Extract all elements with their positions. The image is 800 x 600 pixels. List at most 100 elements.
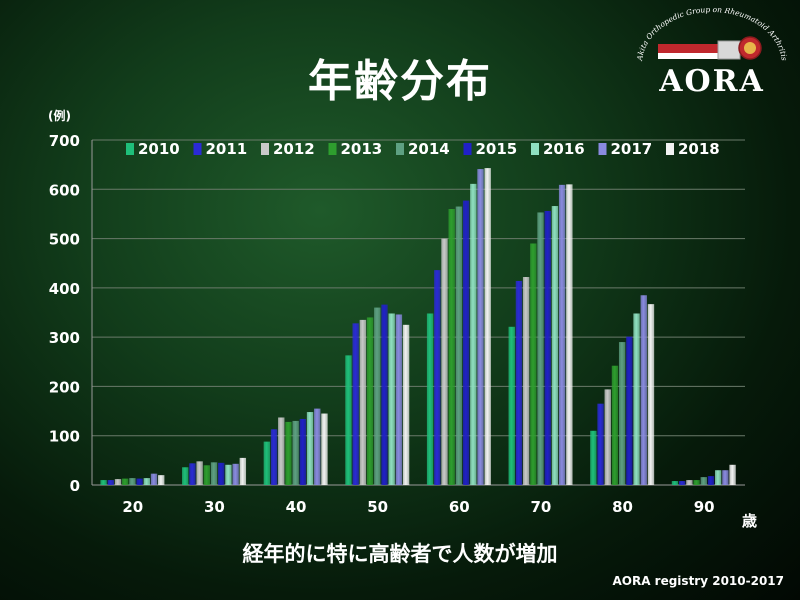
chart-title: 年齢分布 <box>308 56 492 107</box>
bar-2015-60 <box>462 200 470 485</box>
logo-white-band <box>658 53 718 59</box>
bar-2015-40 <box>299 418 307 485</box>
legend-swatch-2014 <box>396 143 404 155</box>
bar-2018-50 <box>402 324 410 485</box>
bar-2017-60 <box>477 169 484 486</box>
legend-swatch-2012 <box>261 143 269 155</box>
legend-swatch-2015 <box>463 143 472 155</box>
legend-swatch-2018 <box>666 143 674 155</box>
x-tick-label: 70 <box>531 498 552 516</box>
logo-emblem: Akita Orthopedic Group on Rheumatoid Art… <box>635 5 789 62</box>
legend-swatch-2016 <box>531 143 539 155</box>
bar-2013-80 <box>611 365 619 485</box>
legend-swatch-2017 <box>598 143 607 155</box>
legend-label-2010: 2010 <box>138 140 180 158</box>
y-axis-unit-label: (例) <box>48 109 71 123</box>
x-tick-label: 40 <box>286 498 307 516</box>
bar-2015-50 <box>381 304 388 485</box>
bar-2012-80 <box>604 389 611 485</box>
bar-2016-40 <box>306 412 314 485</box>
bar-2018-40 <box>321 413 328 485</box>
bar-2015-70 <box>544 210 551 485</box>
bar-2018-90 <box>729 464 736 485</box>
y-tick-label: 300 <box>49 329 80 347</box>
legend-swatch-2010 <box>126 143 134 155</box>
bar-2013-50 <box>366 317 374 485</box>
bar-2010-60 <box>426 313 434 485</box>
bar-2013-20 <box>122 478 129 485</box>
y-tick-label: 200 <box>49 378 80 396</box>
bar-2013-30 <box>203 465 211 485</box>
bar-2012-50 <box>359 319 367 485</box>
y-tick-label: 500 <box>49 231 80 249</box>
bar-2016-60 <box>470 183 477 485</box>
bar-2010-40 <box>263 441 271 485</box>
y-tick-label: 600 <box>49 181 80 199</box>
bar-2013-60 <box>448 209 455 485</box>
bar-2014-60 <box>455 206 463 486</box>
y-tick-label: 400 <box>49 280 80 298</box>
legend-label-2015: 2015 <box>476 140 518 158</box>
bar-2016-20 <box>143 478 151 485</box>
bar-2014-70 <box>537 212 544 485</box>
bar-2017-80 <box>640 295 647 485</box>
logo-name: AORA <box>659 64 765 99</box>
legend-swatch-2011 <box>193 143 202 155</box>
bar-2018-20 <box>158 475 165 485</box>
bar-2011-30 <box>189 463 196 485</box>
bar-2017-30 <box>232 463 239 485</box>
bar-2012-20 <box>114 479 122 485</box>
x-tick-label: 80 <box>612 498 633 516</box>
bar-2011-50 <box>352 323 359 485</box>
legend-label-2012: 2012 <box>273 140 315 158</box>
bar-2016-50 <box>388 313 395 485</box>
bar-2018-60 <box>484 168 491 486</box>
source-note: AORA registry 2010-2017 <box>612 574 784 588</box>
bar-2011-90 <box>678 481 686 485</box>
legend-label-2016: 2016 <box>543 140 585 158</box>
bar-2010-20 <box>100 480 107 485</box>
legend-label-2014: 2014 <box>408 140 450 158</box>
legend-swatch-2013 <box>328 143 337 155</box>
bar-2016-80 <box>633 313 640 485</box>
bar-2010-30 <box>182 467 189 485</box>
bar-2012-40 <box>278 417 285 485</box>
logo-red-band <box>658 44 718 53</box>
bar-2011-60 <box>434 270 441 485</box>
bar-2016-90 <box>714 470 722 485</box>
y-tick-label: 100 <box>49 428 80 446</box>
x-tick-label: 90 <box>694 498 715 516</box>
bar-2014-30 <box>210 462 218 485</box>
bar-2010-80 <box>590 430 597 485</box>
bar-2015-30 <box>218 462 225 485</box>
bar-2014-90 <box>700 477 707 485</box>
bar-2017-20 <box>150 473 158 485</box>
bar-2017-90 <box>722 470 729 485</box>
bar-2011-80 <box>597 403 604 485</box>
bar-2018-80 <box>647 304 655 485</box>
bar-2013-40 <box>285 421 292 485</box>
bar-2018-30 <box>239 457 247 485</box>
bar-2015-80 <box>626 336 633 485</box>
bar-2013-90 <box>693 480 700 485</box>
bar-2010-90 <box>671 481 679 485</box>
bar-2011-20 <box>107 480 115 485</box>
bar-2010-50 <box>345 355 352 485</box>
logo-crest-center <box>744 42 756 54</box>
bar-2011-70 <box>515 280 523 485</box>
y-tick-label: 700 <box>49 132 80 150</box>
bar-2015-90 <box>707 476 715 485</box>
bar-2010-70 <box>508 326 515 485</box>
bar-2016-70 <box>551 206 559 486</box>
bar-2017-40 <box>314 408 321 485</box>
bar-2014-50 <box>374 307 381 485</box>
bar-2017-50 <box>395 314 403 485</box>
chart-subtitle: 経年的に特に高齢者で人数が増加 <box>242 542 558 566</box>
bar-2012-70 <box>522 277 530 485</box>
bar-2014-40 <box>292 420 299 485</box>
bar-2012-30 <box>196 461 203 485</box>
bar-2014-80 <box>618 342 626 485</box>
bar-2012-90 <box>686 480 693 485</box>
bar-2012-60 <box>441 238 448 485</box>
